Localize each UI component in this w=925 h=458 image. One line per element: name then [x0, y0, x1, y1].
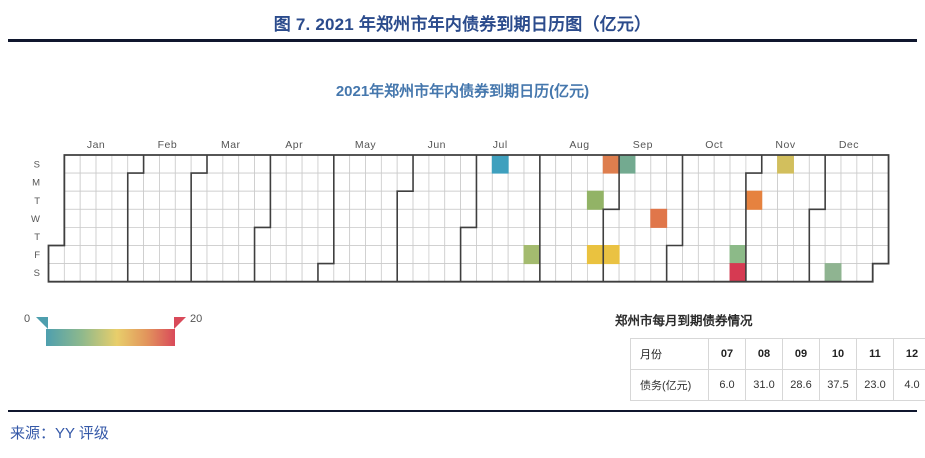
calendar-heat-cell: 2021-08-24: ~7: [586, 190, 604, 210]
weekday-label: T: [34, 196, 40, 207]
table-cell: 4.0: [893, 369, 925, 401]
table-cell: 债务(亿元): [630, 369, 709, 401]
source-note: 来源：YY 评级: [10, 425, 109, 442]
weekday-label: S: [34, 160, 40, 171]
calendar-heatmap-svg: 2021-07-11: ~2 2021-07-30: ~4 2021-08-24: …: [31, 139, 890, 283]
table-header-cell: 11: [856, 338, 894, 370]
weekday-label: S: [34, 268, 40, 279]
calendar-heat-cell: 2021-08-27: ~10: [586, 245, 604, 265]
table-header-cell: 08: [745, 338, 783, 370]
month-label: Jan: [87, 139, 105, 151]
legend-gradient-bar: [46, 329, 175, 346]
table-cell: 6.0: [708, 369, 746, 401]
legend-max-marker-icon: [174, 317, 186, 329]
month-label: May: [355, 139, 377, 151]
month-label: Feb: [158, 139, 178, 151]
summary-table-title: 郑州市每月到期债券情况: [615, 314, 753, 328]
calendar-heat-cell: 2021-08-29: ~14: [602, 154, 620, 174]
weekday-label: T: [34, 232, 40, 243]
month-label: Sep: [633, 139, 653, 151]
calendar-heat-cell: 2021-09-05: ~4: [618, 154, 636, 174]
monthly-maturity-table: 月份 07 08 09 10 11 12 债务(亿元) 6.0 31.0 28.6 37.5 23.0 4…: [630, 338, 925, 401]
calendar-heat-cell: 2021-09-22: ~14.6: [650, 208, 668, 228]
calendar-heat-cell: 2021-11-02: ~15: [745, 190, 763, 210]
calendar-heat-cell: 2021-12-11: ~4: [824, 263, 842, 283]
top-divider: [8, 39, 917, 42]
calendar-heat-cell: 2021-11-14: ~8: [777, 154, 794, 174]
calendar-heat-cell: 2021-10-29: ~6: [729, 245, 747, 265]
color-legend: 0 20: [24, 311, 214, 351]
weekday-label: F: [34, 250, 40, 261]
weekday-label: M: [32, 178, 40, 189]
weekday-label: W: [31, 214, 40, 225]
calendar-heat-cell: 2021-10-30: ~31.5: [729, 263, 747, 283]
table-header-cell: 09: [782, 338, 820, 370]
calendar-heat-cell: 2021-09-03: ~10: [602, 245, 620, 265]
legend-max-label: 20: [190, 313, 203, 325]
legend-min-marker-icon: [36, 317, 48, 329]
month-label: Dec: [839, 139, 859, 151]
table-header-cell: 07: [708, 338, 746, 370]
month-label: Aug: [569, 139, 589, 151]
bottom-divider: [8, 410, 917, 412]
table-cell: 31.0: [745, 369, 783, 401]
calendar-heat-cell: 2021-07-30: ~4: [523, 245, 541, 265]
table-cell: 37.5: [819, 369, 857, 401]
month-label: Jun: [428, 139, 446, 151]
table-cell: 28.6: [782, 369, 820, 401]
month-label: Nov: [775, 139, 795, 151]
table-header-cell: 12: [893, 338, 925, 370]
table-header-cell: 月份: [630, 338, 709, 370]
month-label: Oct: [705, 139, 723, 151]
legend-min-label: 0: [24, 313, 31, 325]
table-row: 债务(亿元) 6.0 31.0 28.6 37.5 23.0 4.0: [630, 369, 925, 401]
calendar-heat-cell: 2021-07-11: ~2: [491, 154, 509, 174]
figure-title: 图 7. 2021 年郑州市年内债券到期日历图（亿元）: [273, 15, 652, 34]
month-label: Apr: [285, 139, 303, 151]
month-label: Mar: [221, 139, 241, 151]
chart-title: 2021年郑州市年内债券到期日历(亿元): [335, 83, 590, 100]
month-label: Jul: [493, 139, 508, 151]
monthly-summary-block: 郑州市每月到期债券情况 月份 07 08 09 10 11 12 债务(亿元) 6.0 31.0 2…: [615, 310, 925, 401]
table-header-cell: 10: [819, 338, 857, 370]
table-cell: 23.0: [856, 369, 894, 401]
calendar-heatmap: 2021-07-11: ~2 2021-07-30: ~4 2021-08-24: …: [31, 139, 890, 283]
